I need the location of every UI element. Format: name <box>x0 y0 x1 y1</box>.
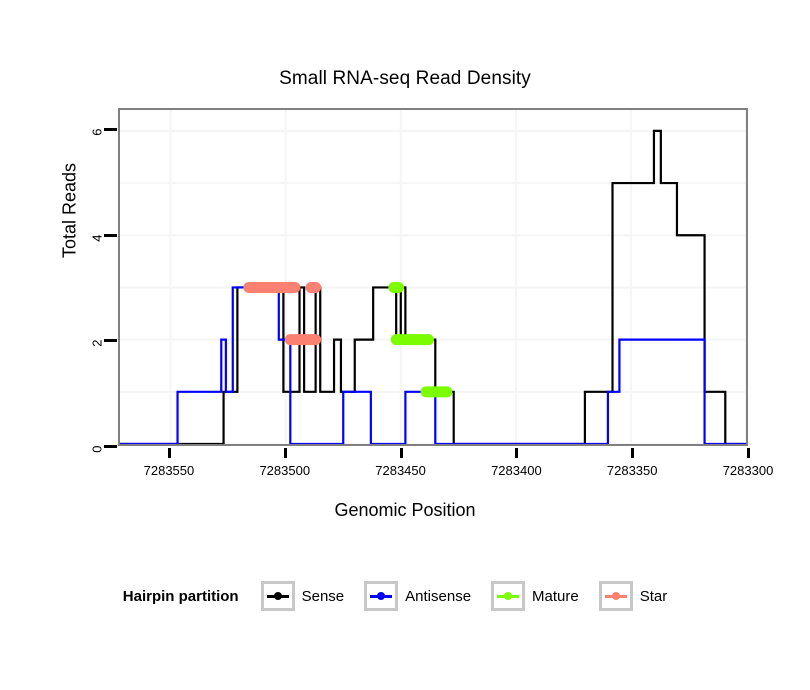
series-line-sense <box>120 129 746 444</box>
y-tick-mark <box>104 128 117 132</box>
legend-label: Star <box>639 587 668 605</box>
legend-item-antisense[interactable]: Antisense <box>364 581 485 611</box>
legend-key-sense <box>260 581 295 611</box>
legend-key-antisense <box>364 581 399 611</box>
y-tick-mark <box>104 233 117 237</box>
y-tick-label: 0 <box>89 445 105 453</box>
plot-panel <box>118 108 748 446</box>
legend-key-line <box>370 592 393 600</box>
y-tick-mark <box>104 339 117 343</box>
legend-key-dot-icon <box>611 592 620 600</box>
legend-item-sense[interactable]: Sense <box>260 581 359 611</box>
series-line-antisense <box>120 286 746 444</box>
x-tick-label: 7283300 <box>722 463 774 478</box>
legend-key-line <box>604 592 627 600</box>
legend-item-mature[interactable]: Mature <box>491 581 593 611</box>
legend: Hairpin partition Sense Antisense Mature St… <box>0 581 810 611</box>
legend-key-star <box>598 581 633 611</box>
legend-label: Mature <box>532 587 579 605</box>
y-tick-label: 2 <box>89 339 105 348</box>
legend-key-dot-icon <box>377 592 386 600</box>
plot-area <box>120 110 746 444</box>
legend-key-line <box>497 592 520 600</box>
x-tick-label: 7283500 <box>259 463 311 478</box>
x-tick-mark <box>515 448 519 458</box>
legend-key-dot-icon <box>273 592 282 600</box>
legend-label: Sense <box>301 587 345 605</box>
legend-title: Hairpin partition <box>122 587 239 605</box>
y-tick-label: 6 <box>89 128 105 136</box>
legend-label: Antisense <box>405 587 472 605</box>
x-tick-label: 7283550 <box>143 463 195 478</box>
x-axis-title: Genomic Position <box>334 500 476 520</box>
x-tick-label: 7283450 <box>375 463 426 478</box>
legend-key-dot-icon <box>504 592 513 600</box>
y-axis-title: Total Reads <box>59 162 80 259</box>
legend-items: Sense Antisense Mature Star <box>260 581 688 611</box>
legend-key-mature <box>491 581 526 611</box>
x-tick-mark <box>167 448 171 458</box>
chart-title: Small RNA-seq Read Density <box>279 68 531 89</box>
y-tick-label: 4 <box>89 234 105 242</box>
y-tick-mark <box>104 445 117 448</box>
x-tick-label: 7283350 <box>606 463 658 478</box>
x-tick-label: 7283400 <box>491 463 542 478</box>
legend-key-line <box>266 592 289 600</box>
x-tick-mark <box>747 448 750 458</box>
x-tick-mark <box>283 448 287 458</box>
x-tick-mark <box>399 448 403 458</box>
legend-item-star[interactable]: Star <box>598 581 682 611</box>
x-tick-mark <box>631 448 635 458</box>
